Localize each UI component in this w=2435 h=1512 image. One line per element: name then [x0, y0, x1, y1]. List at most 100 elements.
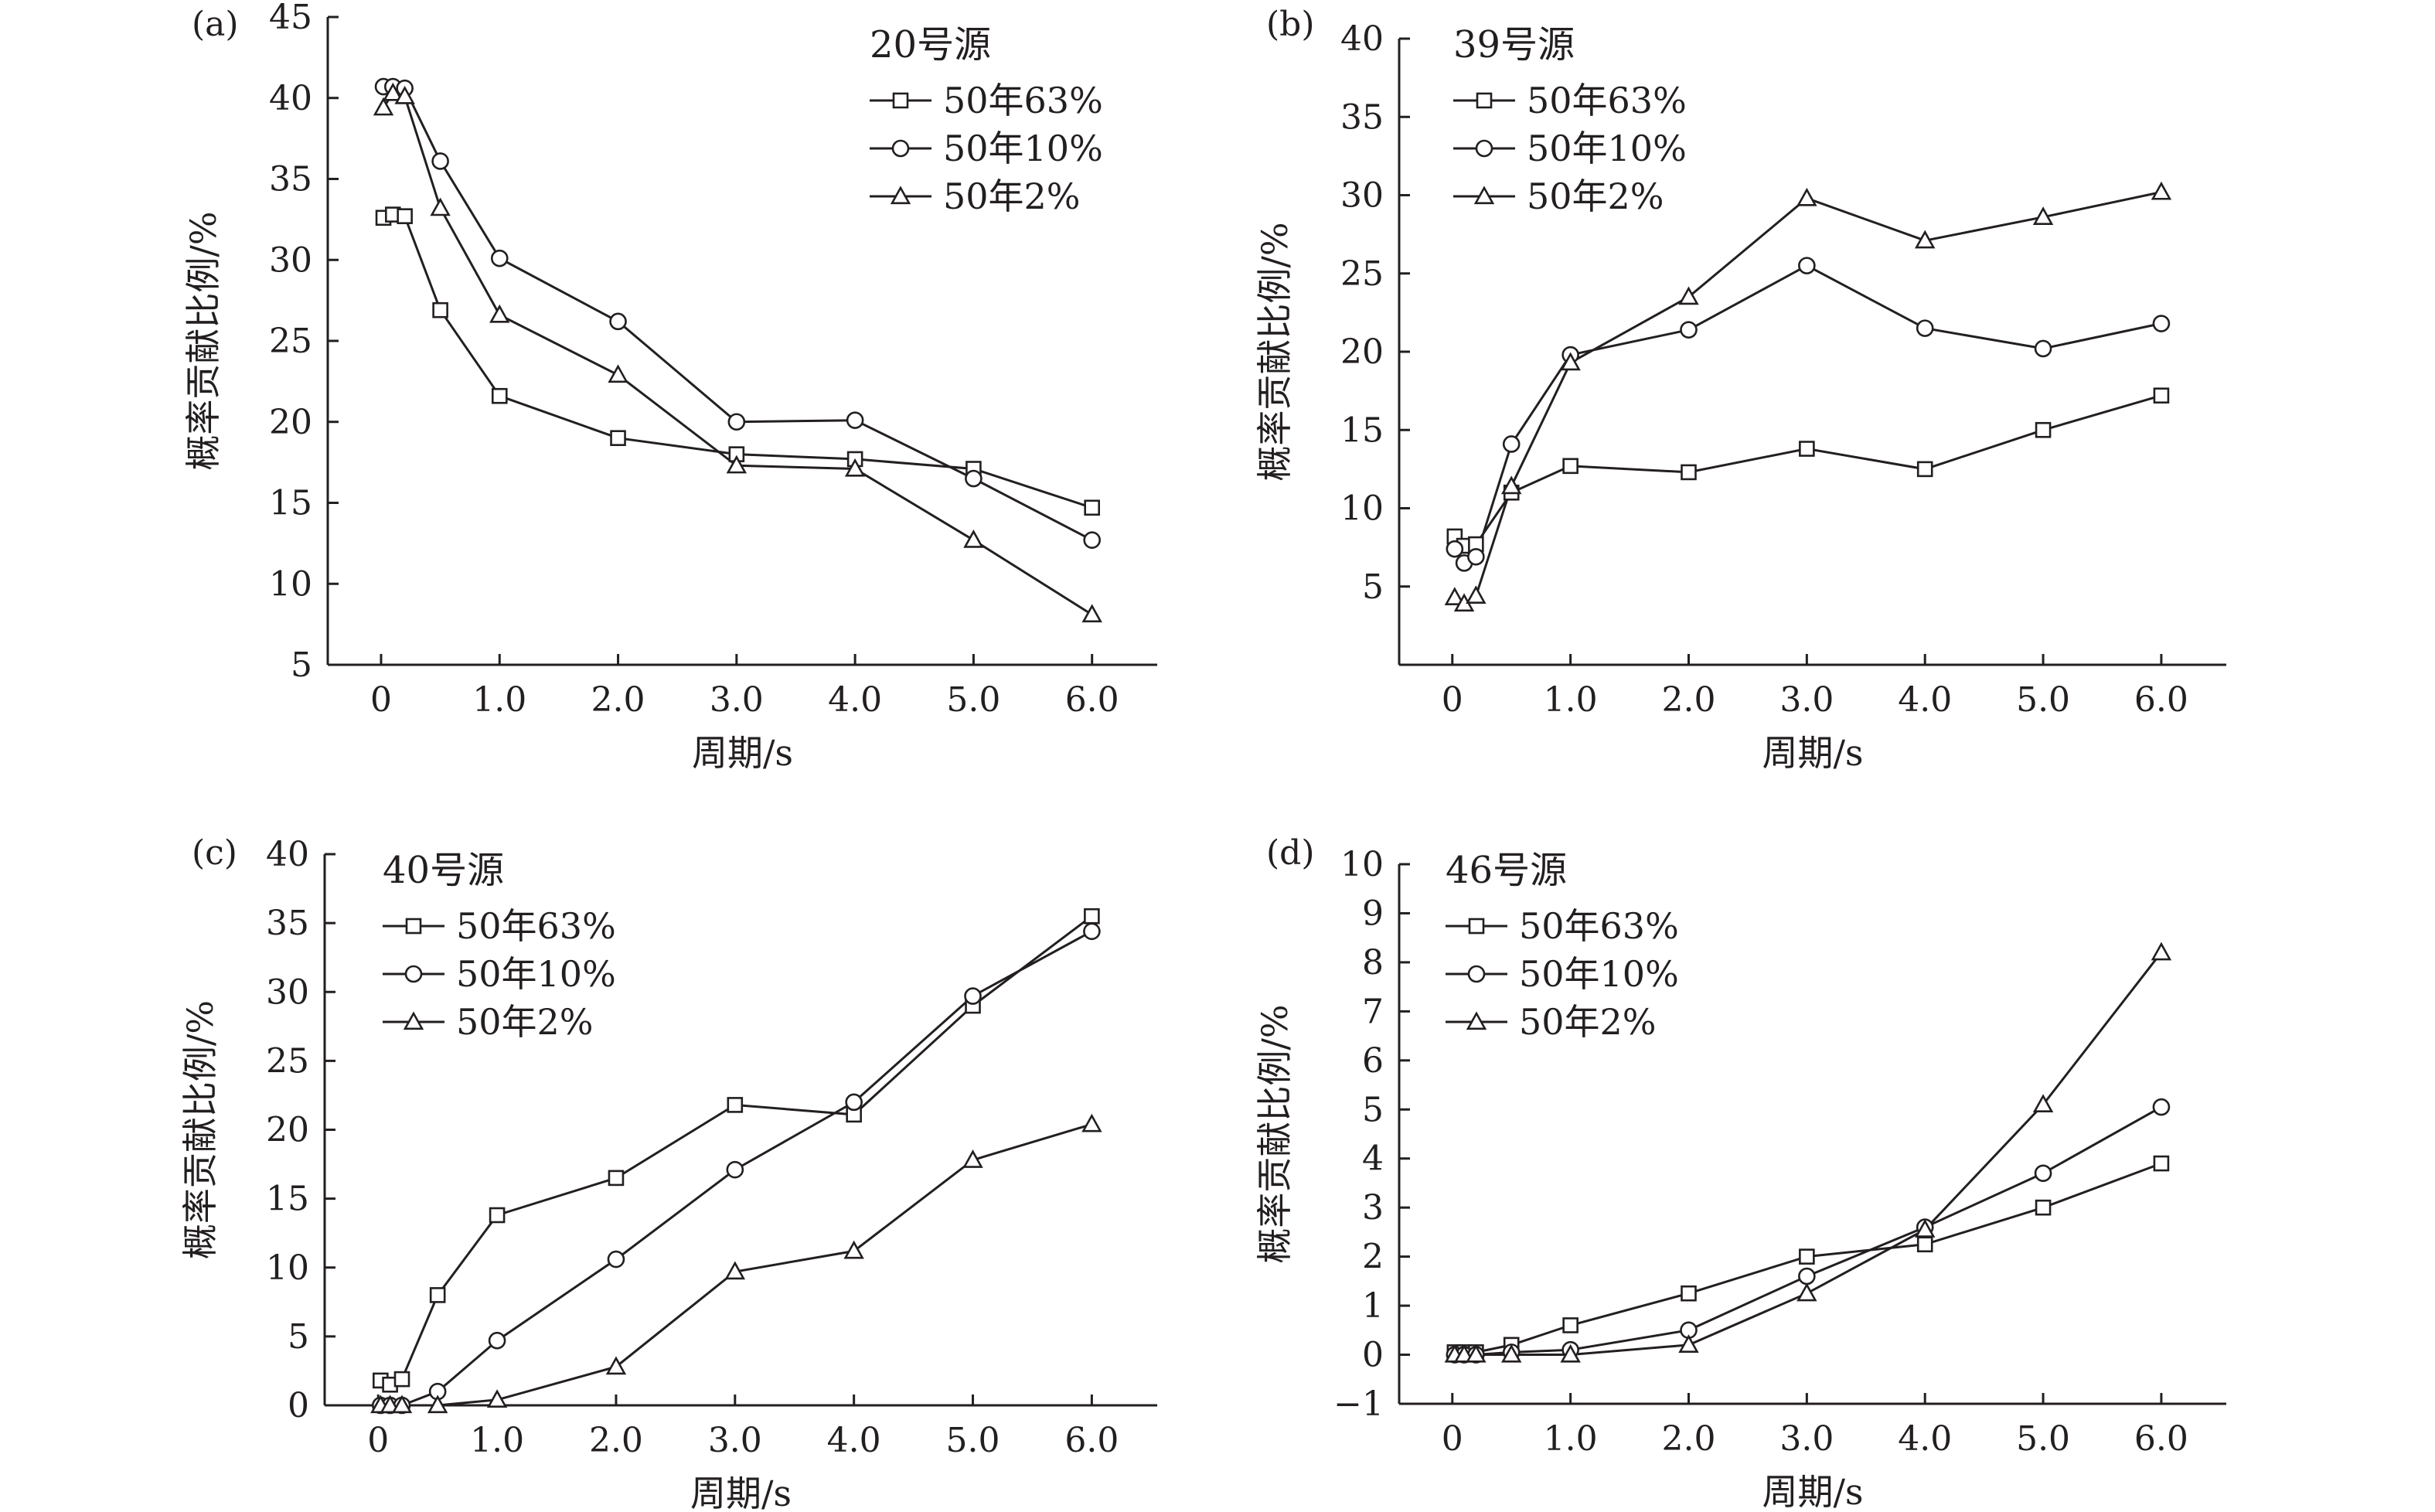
- data-point-circle: [846, 411, 864, 429]
- data-point-circle: [609, 312, 627, 331]
- data-point-square: [2035, 1199, 2052, 1216]
- x-tick-label: 0: [1442, 1419, 1463, 1459]
- y-axis-label: 概率贡献比例/%: [182, 211, 224, 470]
- data-point-triangle: [844, 458, 866, 477]
- y-tick-label: 4: [1362, 1139, 1384, 1179]
- data-point-triangle: [1678, 286, 1699, 305]
- panel-label: (c): [192, 833, 237, 873]
- data-point-circle: [1502, 435, 1521, 453]
- data-point-circle: [845, 1093, 863, 1112]
- data-point-square: [491, 387, 508, 404]
- y-axis-label: 概率贡献比例/%: [179, 1000, 221, 1259]
- data-point-triangle: [1501, 475, 1522, 495]
- data-point-circle: [607, 1250, 625, 1269]
- data-point-circle: [964, 987, 982, 1005]
- y-tick-label: 30: [269, 240, 312, 280]
- legend-entry-label: 50年63%: [943, 80, 1103, 121]
- y-axis-label: 概率贡献比例/%: [1254, 222, 1296, 481]
- y-tick-label: 8: [1362, 943, 1384, 982]
- data-point-triangle: [380, 1395, 400, 1414]
- data-point-triangle: [1915, 230, 1936, 249]
- y-tick-label: 5: [288, 1317, 309, 1357]
- y-axis-label: 概率贡献比例/%: [1254, 1004, 1296, 1263]
- data-point-square: [1084, 908, 1100, 925]
- data-point-square: [727, 1097, 744, 1113]
- data-point-triangle: [2032, 206, 2054, 225]
- legend-marker-circle: [1475, 139, 1493, 158]
- x-tick-label: 4.0: [1898, 680, 1952, 720]
- legend-marker-triangle: [1473, 186, 1495, 205]
- data-point-triangle: [1444, 587, 1466, 606]
- x-tick-label: 6.0: [1064, 1421, 1119, 1460]
- data-point-circle: [1467, 547, 1485, 566]
- x-tick-label: 5.0: [2016, 680, 2070, 720]
- x-tick-label: 2.0: [1662, 680, 1716, 720]
- x-tick-label: 4.0: [1898, 1419, 1952, 1459]
- y-tick-label: 5: [291, 645, 312, 685]
- series-line-0: [1453, 394, 2162, 547]
- data-point-circle: [965, 469, 983, 488]
- y-tick-label: 35: [1340, 97, 1384, 137]
- x-tick-label: 3.0: [710, 680, 764, 720]
- data-point-circle: [2034, 1164, 2052, 1183]
- series-line-2: [382, 91, 1093, 616]
- legend-marker-square: [892, 92, 909, 109]
- y-tick-label: 40: [269, 79, 312, 118]
- data-point-triangle: [2151, 181, 2172, 200]
- legend: 40号源 50年63% 50年10% 50年2%: [383, 849, 616, 1043]
- panel-label: (d): [1266, 833, 1315, 873]
- data-point-square: [1916, 1236, 1933, 1253]
- y-tick-label: 6: [1362, 1041, 1384, 1081]
- y-tick-label: 35: [266, 904, 309, 943]
- x-tick-label: 6.0: [2134, 680, 2188, 720]
- legend-marker-circle: [404, 965, 423, 983]
- data-point-circle: [2152, 1098, 2171, 1116]
- x-tick-label: 1.0: [470, 1421, 524, 1460]
- data-point-triangle: [1678, 1334, 1699, 1353]
- legend-entry-label: 50年63%: [456, 905, 616, 947]
- y-tick-label: 5: [1362, 567, 1384, 607]
- y-tick-label: 0: [1362, 1336, 1384, 1375]
- y-tick-label: 25: [266, 1041, 309, 1081]
- panel-label: (b): [1266, 5, 1315, 44]
- legend-entry-label: 50年63%: [1519, 905, 1679, 947]
- data-point-square: [2153, 1155, 2170, 1172]
- y-tick-label: 2: [1362, 1238, 1384, 1277]
- x-tick-label: 1.0: [1544, 1419, 1598, 1459]
- y-tick-label: −1: [1333, 1384, 1384, 1424]
- data-point-square: [2153, 387, 2170, 404]
- data-point-circle: [1798, 257, 1816, 274]
- y-tick-label: 30: [1340, 176, 1384, 216]
- x-tick-label: 4.0: [828, 680, 882, 720]
- legend: 46号源 50年63% 50年10% 50年2%: [1446, 849, 1679, 1043]
- data-point-triangle: [1560, 1343, 1581, 1363]
- data-point-triangle: [1915, 1219, 1936, 1238]
- legend-entry-label: 50年2%: [1527, 175, 1664, 217]
- y-tick-label: 15: [269, 484, 312, 523]
- legend-entry-label: 50年63%: [1527, 80, 1687, 121]
- data-point-circle: [2152, 315, 2171, 332]
- data-point-triangle: [383, 82, 404, 101]
- data-point-triangle: [843, 1240, 864, 1259]
- x-tick-label: 0: [370, 680, 392, 720]
- y-tick-label: 45: [269, 0, 312, 37]
- y-tick-label: 35: [269, 160, 312, 199]
- data-point-square: [608, 1170, 625, 1187]
- x-tick-label: 2.0: [1662, 1419, 1716, 1459]
- x-tick-label: 5.0: [2016, 1419, 2070, 1459]
- x-tick-label: 6.0: [2134, 1419, 2188, 1459]
- y-tick-label: 25: [1340, 254, 1384, 294]
- chart-panel-1: 5 10 15 20 25 30 35 40 0 1.0 2.0 3.0 4.0 5.0 6.0 周期/s 概率…: [1254, 5, 2226, 774]
- data-point-triangle: [489, 304, 510, 323]
- x-tick-label: 3.0: [708, 1421, 762, 1460]
- legend-entry-label: 50年10%: [943, 128, 1103, 169]
- data-point-square: [429, 1287, 446, 1303]
- y-tick-label: 10: [266, 1248, 309, 1288]
- data-point-square: [489, 1207, 506, 1224]
- x-tick-label: 1.0: [1544, 680, 1598, 720]
- x-tick-label: 5.0: [946, 680, 1000, 720]
- legend-title: 20号源: [870, 23, 991, 66]
- x-axis-label: 周期/s: [1762, 1471, 1863, 1512]
- series-line-2: [1453, 191, 2162, 605]
- data-point-triangle: [2151, 942, 2172, 961]
